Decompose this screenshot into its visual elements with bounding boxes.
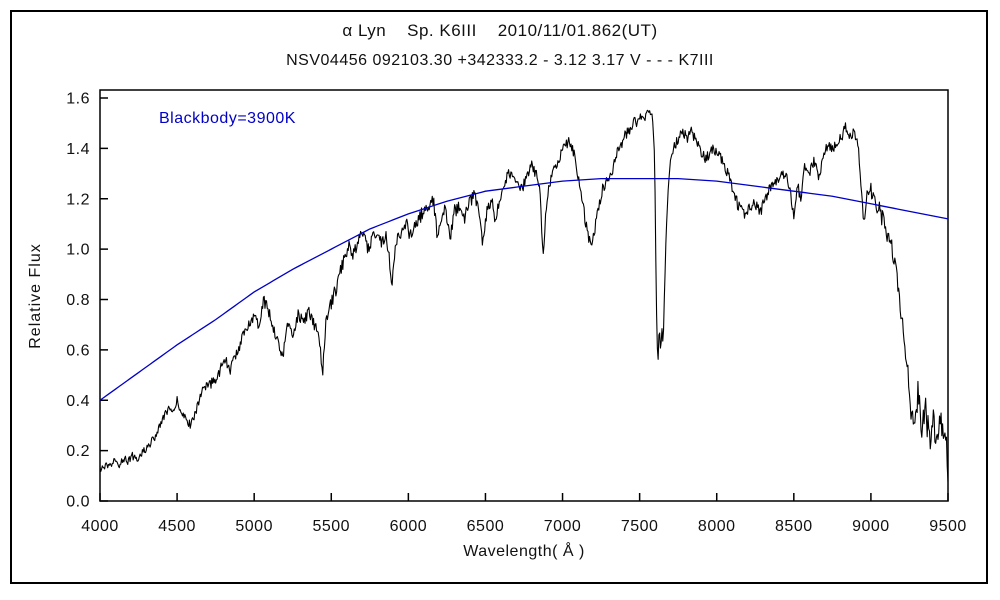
x-tick-label: 5000 <box>235 518 273 535</box>
y-tick-label: 0.4 <box>66 393 90 410</box>
x-tick-label: 7000 <box>544 518 582 535</box>
x-tick-label: 4000 <box>81 518 119 535</box>
y-tick-labels: 0.0 0.2 0.4 0.6 0.8 1.0 1.2 1.4 1.6 <box>66 91 90 511</box>
spectrum-line <box>99 109 949 482</box>
y-tick-label: 1.4 <box>66 141 90 158</box>
y-tick-label: 0.0 <box>66 494 90 511</box>
x-tick-label: 7500 <box>621 518 659 535</box>
x-tick-label: 8000 <box>698 518 736 535</box>
y-tick-label: 0.8 <box>66 292 90 309</box>
y-tick-label: 1.0 <box>66 242 90 259</box>
axis-ticks <box>99 97 949 502</box>
chart-subtitle: NSV04456 092103.30 +342333.2 - 3.12 3.17… <box>286 52 714 69</box>
x-tick-label: 6000 <box>390 518 428 535</box>
x-tick-label: 8500 <box>775 518 813 535</box>
plot-frame <box>99 89 949 502</box>
x-tick-label: 9000 <box>852 518 890 535</box>
x-tick-label: 5500 <box>312 518 350 535</box>
x-tick-labels: 4000 4500 5000 5500 6000 6500 7000 7500 8000 8500… <box>81 518 967 535</box>
chart-title: α Lyn Sp. K6III 2010/11/01.862(UT) <box>342 21 658 40</box>
y-tick-label: 0.2 <box>66 443 90 460</box>
blackbody-curve <box>99 177 949 401</box>
y-tick-label: 1.6 <box>66 91 90 108</box>
y-tick-label: 1.2 <box>66 191 90 208</box>
blackbody-annotation: Blackbody=3900K <box>159 110 296 127</box>
x-axis-title: Wavelength( Å ) <box>463 543 585 560</box>
x-tick-label: 9500 <box>929 518 967 535</box>
y-tick-label: 0.6 <box>66 342 90 359</box>
x-tick-label: 4500 <box>158 518 196 535</box>
x-tick-label: 6500 <box>467 518 505 535</box>
